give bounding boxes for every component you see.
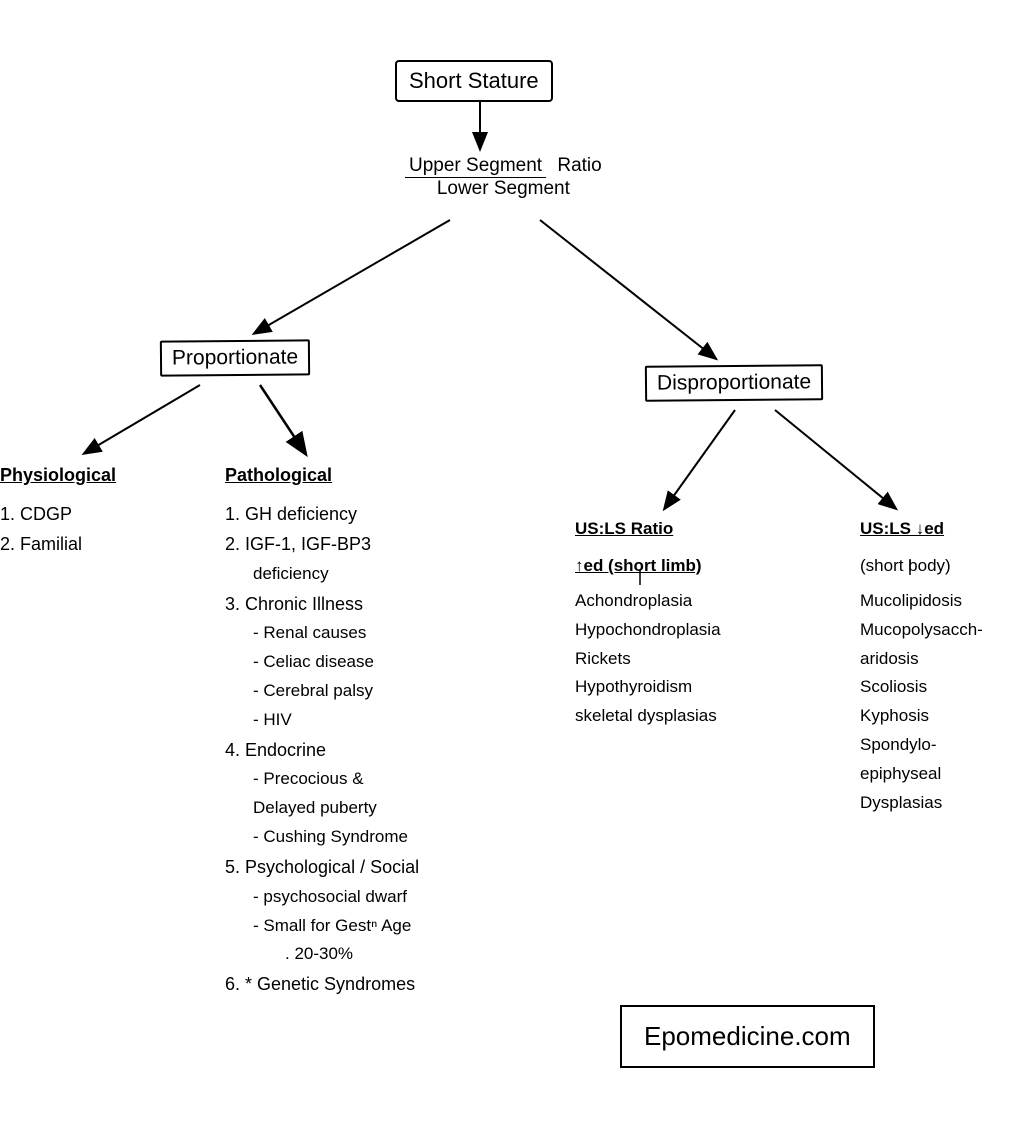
usls-decreased-subheader: (short body) xyxy=(860,552,1024,581)
usls-increased-header: US:LS Ratio xyxy=(575,515,805,544)
list-item: Mucolipidosis xyxy=(860,587,1024,616)
proportionate-node: Proportionate xyxy=(160,340,310,376)
list-item: - Cushing Syndrome xyxy=(225,823,565,852)
watermark-text: Epomedicine.com xyxy=(644,1021,851,1051)
list-item: 1. CDGP xyxy=(0,499,180,530)
list-item: Dysplasias xyxy=(860,789,1024,818)
list-item: Hypochondroplasia xyxy=(575,616,805,645)
root-label: Short Stature xyxy=(395,60,553,102)
list-item: Delayed puberty xyxy=(225,794,565,823)
list-item: epiphyseal xyxy=(860,760,1024,789)
list-item: Rickets xyxy=(575,645,805,674)
usls-increased-subheader: ↑ed (short limb) xyxy=(575,552,805,581)
list-item: Scoliosis xyxy=(860,673,1024,702)
list-item: 6. * Genetic Syndromes xyxy=(225,969,565,1000)
list-item: . 20-30% xyxy=(225,940,565,969)
list-item: aridosis xyxy=(860,645,1024,674)
list-item: - psychosocial dwarf xyxy=(225,883,565,912)
disproportionate-node: Disproportionate xyxy=(645,365,823,401)
usls-decreased-header: US:LS ↓ed xyxy=(860,515,1024,544)
list-item: 2. IGF-1, IGF-BP3 xyxy=(225,529,565,560)
list-item: Hypothyroidism xyxy=(575,673,805,702)
root-node: Short Stature xyxy=(395,60,553,102)
list-item: 3. Chronic Illness xyxy=(225,589,565,620)
ratio-numerator: Upper Segment xyxy=(405,155,546,178)
list-item: 1. GH deficiency xyxy=(225,499,565,530)
watermark-box: Epomedicine.com xyxy=(620,1005,875,1068)
pathological-list: Pathological 1. GH deficiency 2. IGF-1, … xyxy=(225,460,565,1000)
usls-decreased-list: US:LS ↓ed (short body) Mucolipidosis Muc… xyxy=(860,515,1024,818)
disproportionate-label: Disproportionate xyxy=(645,364,823,402)
ratio-node: Upper Segment Ratio Lower Segment xyxy=(405,155,602,200)
list-item: skeletal dysplasias xyxy=(575,702,805,731)
list-item: - Renal causes xyxy=(225,619,565,648)
physiological-header: Physiological xyxy=(0,460,180,491)
list-item: - HIV xyxy=(225,706,565,735)
list-item: - Small for Gestⁿ Age xyxy=(225,912,565,941)
list-item: Spondylo- xyxy=(860,731,1024,760)
list-item: 5. Psychological / Social xyxy=(225,852,565,883)
physiological-list: Physiological 1. CDGP 2. Familial xyxy=(0,460,180,560)
list-item: Achondroplasia xyxy=(575,587,805,616)
list-item: 4. Endocrine xyxy=(225,735,565,766)
list-item: Mucopolysacch- xyxy=(860,616,1024,645)
ratio-suffix: Ratio xyxy=(557,155,601,176)
list-item: deficiency xyxy=(225,560,565,589)
ratio-denominator: Lower Segment xyxy=(437,178,570,199)
list-item: - Cerebral palsy xyxy=(225,677,565,706)
pathological-header: Pathological xyxy=(225,460,565,491)
list-item: 2. Familial xyxy=(0,529,180,560)
list-item: - Precocious & xyxy=(225,765,565,794)
proportionate-label: Proportionate xyxy=(160,339,310,376)
usls-increased-list: US:LS Ratio ↑ed (short limb) Achondropla… xyxy=(575,515,805,731)
list-item: Kyphosis xyxy=(860,702,1024,731)
list-item: - Celiac disease xyxy=(225,648,565,677)
